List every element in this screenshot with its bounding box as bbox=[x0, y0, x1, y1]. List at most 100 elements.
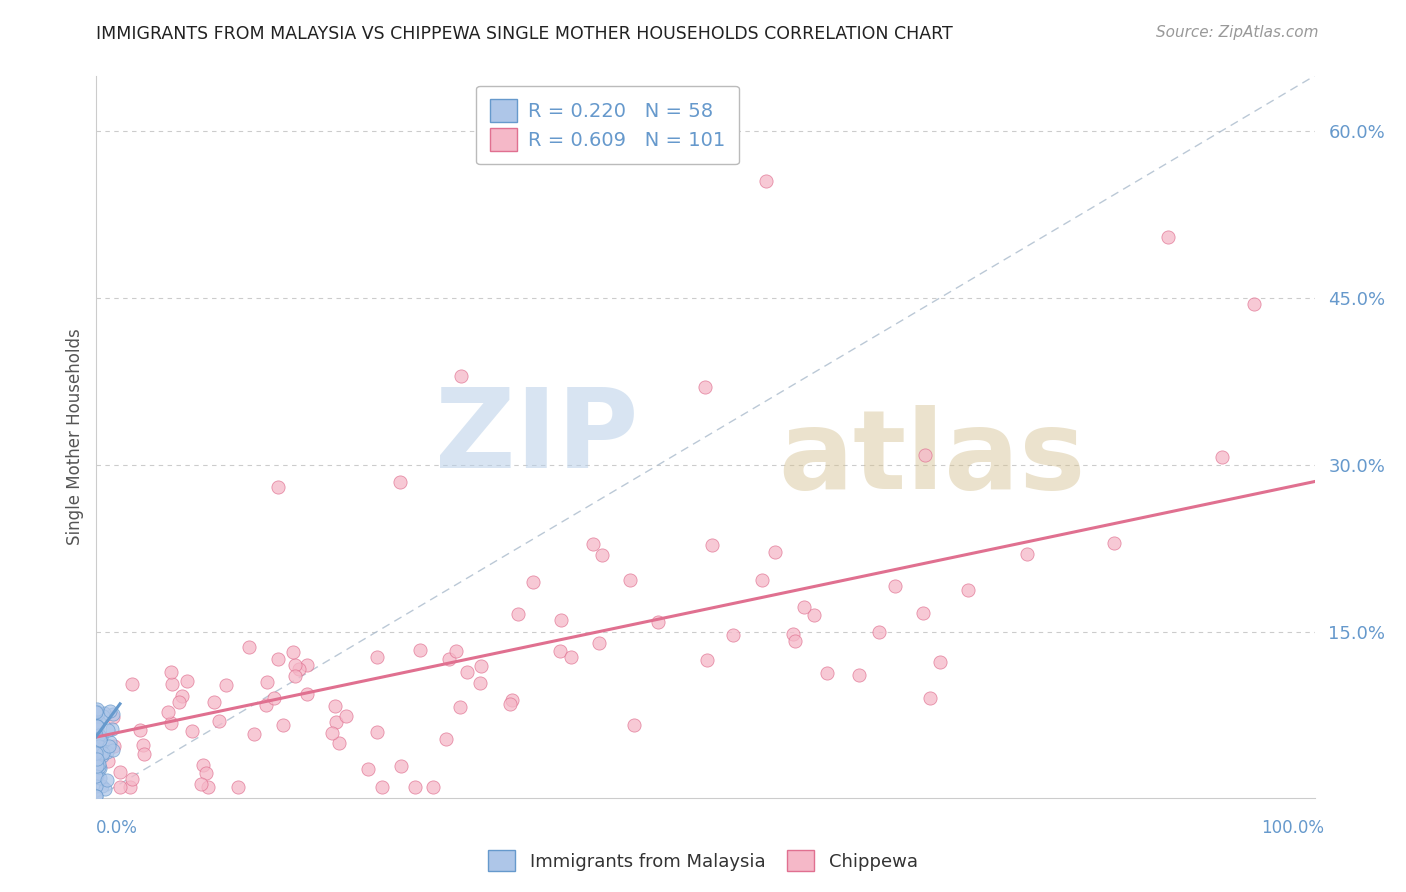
Point bbox=[929, 655, 952, 669]
Point bbox=[848, 667, 870, 681]
Point bbox=[357, 762, 380, 776]
Point bbox=[86, 735, 108, 749]
Point bbox=[86, 742, 108, 756]
Point bbox=[208, 714, 231, 728]
Point bbox=[499, 698, 522, 712]
Point bbox=[120, 780, 142, 795]
Point bbox=[696, 653, 718, 667]
Point bbox=[86, 702, 108, 716]
Point bbox=[267, 480, 290, 494]
Legend: Immigrants from Malaysia, Chippewa: Immigrants from Malaysia, Chippewa bbox=[481, 843, 925, 879]
Point bbox=[548, 643, 571, 657]
Point bbox=[450, 368, 472, 383]
Point bbox=[328, 736, 350, 750]
Point bbox=[84, 789, 107, 804]
Point bbox=[121, 677, 143, 691]
Point bbox=[89, 731, 111, 745]
Point bbox=[1243, 296, 1265, 310]
Point bbox=[86, 735, 108, 749]
Text: IMMIGRANTS FROM MALAYSIA VS CHIPPEWA SINGLE MOTHER HOUSEHOLDS CORRELATION CHART: IMMIGRANTS FROM MALAYSIA VS CHIPPEWA SIN… bbox=[96, 25, 952, 43]
Point bbox=[623, 717, 645, 731]
Point bbox=[89, 731, 111, 746]
Point bbox=[167, 695, 190, 709]
Point bbox=[93, 706, 115, 721]
Point bbox=[89, 732, 111, 747]
Point bbox=[160, 716, 183, 731]
Point bbox=[297, 658, 319, 673]
Point bbox=[263, 691, 285, 706]
Point bbox=[101, 706, 124, 721]
Point bbox=[619, 573, 641, 587]
Point bbox=[409, 643, 432, 657]
Point bbox=[389, 475, 412, 489]
Point bbox=[84, 737, 107, 751]
Point bbox=[191, 758, 214, 772]
Point bbox=[89, 714, 111, 729]
Point bbox=[267, 652, 290, 666]
Point bbox=[422, 780, 444, 795]
Point bbox=[238, 640, 260, 654]
Point bbox=[782, 627, 804, 641]
Point bbox=[446, 644, 468, 658]
Point bbox=[1017, 547, 1039, 561]
Point bbox=[86, 754, 108, 768]
Point bbox=[190, 777, 212, 791]
Text: atlas: atlas bbox=[779, 405, 1085, 512]
Point bbox=[371, 780, 394, 795]
Point bbox=[86, 722, 108, 736]
Point bbox=[470, 659, 492, 673]
Point bbox=[550, 613, 572, 627]
Point bbox=[366, 650, 388, 665]
Point bbox=[84, 705, 107, 719]
Point bbox=[560, 650, 582, 665]
Point bbox=[89, 772, 111, 786]
Point bbox=[89, 739, 111, 753]
Point bbox=[156, 705, 179, 719]
Point bbox=[96, 772, 118, 787]
Point bbox=[695, 380, 717, 394]
Point bbox=[86, 719, 108, 733]
Point bbox=[86, 752, 108, 766]
Point bbox=[389, 759, 412, 773]
Point bbox=[508, 607, 530, 622]
Point bbox=[91, 779, 114, 793]
Point bbox=[90, 731, 112, 745]
Point bbox=[86, 759, 108, 773]
Text: 100.0%: 100.0% bbox=[1261, 819, 1324, 837]
Point bbox=[785, 634, 807, 648]
Point bbox=[87, 756, 110, 771]
Point bbox=[912, 606, 935, 620]
Point bbox=[98, 704, 121, 718]
Point bbox=[108, 780, 131, 795]
Legend: R = 0.220   N = 58, R = 0.609   N = 101: R = 0.220 N = 58, R = 0.609 N = 101 bbox=[475, 86, 740, 164]
Point bbox=[84, 704, 107, 718]
Point bbox=[1211, 450, 1233, 464]
Point bbox=[582, 537, 605, 551]
Point bbox=[129, 723, 152, 737]
Point bbox=[434, 731, 457, 746]
Point bbox=[295, 687, 318, 701]
Point bbox=[91, 746, 114, 760]
Point bbox=[793, 599, 815, 614]
Point bbox=[763, 545, 786, 559]
Text: 0.0%: 0.0% bbox=[96, 819, 138, 837]
Point bbox=[86, 758, 108, 772]
Point bbox=[287, 663, 309, 677]
Point bbox=[254, 698, 277, 712]
Point bbox=[170, 689, 193, 703]
Point bbox=[86, 749, 108, 764]
Point bbox=[226, 780, 249, 795]
Point bbox=[751, 573, 773, 587]
Point bbox=[803, 607, 825, 622]
Point bbox=[87, 747, 110, 761]
Point bbox=[284, 657, 307, 672]
Point bbox=[121, 772, 143, 787]
Point bbox=[91, 708, 114, 723]
Point bbox=[957, 582, 980, 597]
Point bbox=[176, 673, 198, 688]
Point bbox=[1102, 536, 1125, 550]
Point bbox=[98, 735, 121, 749]
Point bbox=[284, 668, 307, 682]
Point bbox=[501, 693, 523, 707]
Point bbox=[721, 628, 744, 642]
